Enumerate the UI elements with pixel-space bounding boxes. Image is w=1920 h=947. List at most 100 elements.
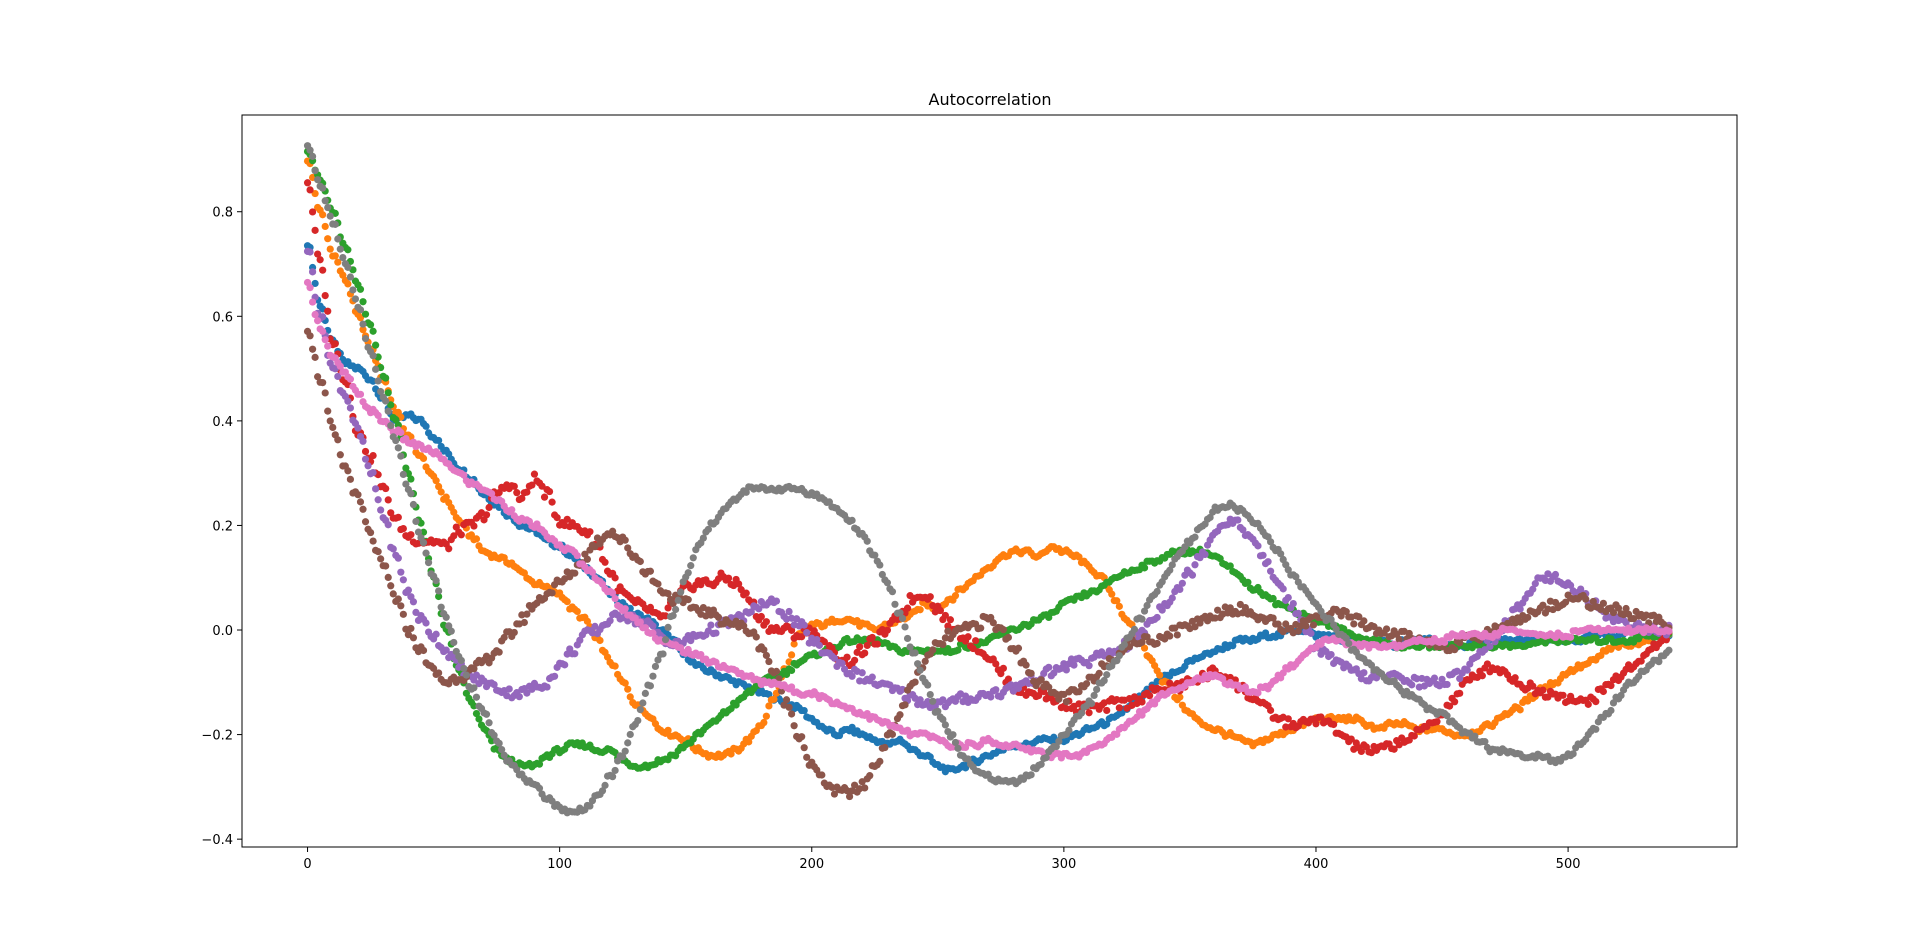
- data-point: [314, 373, 322, 381]
- data-point: [482, 511, 491, 519]
- data-point: [510, 482, 518, 490]
- data-point: [765, 702, 773, 710]
- data-point: [308, 268, 317, 276]
- data-point: [1529, 682, 1537, 690]
- data-point: [921, 657, 929, 665]
- data-point: [1168, 594, 1176, 602]
- data-point: [359, 320, 367, 328]
- data-point: [422, 619, 430, 627]
- data-point: [1529, 585, 1537, 593]
- data-point: [382, 484, 390, 493]
- data-point: [1440, 638, 1449, 646]
- data-point: [1451, 698, 1459, 706]
- data-point: [1443, 712, 1451, 720]
- data-point: [361, 310, 370, 318]
- data-point: [949, 731, 957, 739]
- data-point: [344, 397, 352, 405]
- data-point: [319, 266, 327, 274]
- data-point: [346, 273, 355, 281]
- data-point: [901, 623, 909, 631]
- data-point: [319, 313, 327, 321]
- data-point: [601, 781, 609, 789]
- data-point: [490, 680, 498, 689]
- data-point: [372, 365, 380, 373]
- data-point: [334, 436, 342, 444]
- data-point: [1239, 526, 1247, 534]
- data-point: [404, 586, 412, 594]
- data-point: [858, 669, 866, 677]
- data-point: [1655, 658, 1663, 666]
- y-tick-label: 0.8: [212, 206, 233, 221]
- data-point: [944, 622, 952, 630]
- series-6: [303, 327, 1673, 801]
- data-point: [911, 678, 919, 686]
- data-point: [303, 179, 312, 187]
- data-point: [621, 536, 629, 544]
- data-point: [848, 672, 856, 680]
- data-point: [1355, 613, 1363, 621]
- data-point: [472, 693, 481, 701]
- data-point: [306, 284, 314, 292]
- data-point: [1282, 723, 1290, 731]
- data-point: [1408, 681, 1416, 689]
- data-point: [384, 496, 392, 504]
- y-tick-label: −0.2: [201, 729, 233, 744]
- data-point: [387, 582, 395, 590]
- data-point: [518, 494, 526, 502]
- data-point: [888, 588, 897, 596]
- data-point: [1279, 585, 1287, 593]
- data-point: [369, 537, 377, 545]
- data-point: [394, 444, 402, 452]
- data-point: [1254, 542, 1262, 550]
- data-point: [606, 617, 614, 625]
- data-point: [548, 797, 556, 805]
- data-point: [1103, 671, 1111, 679]
- data-point: [530, 470, 539, 478]
- data-point: [782, 696, 791, 704]
- data-point: [361, 334, 370, 343]
- data-point: [1317, 713, 1325, 721]
- data-point: [649, 622, 657, 630]
- data-point: [324, 407, 332, 415]
- data-point: [1166, 566, 1174, 574]
- data-point: [402, 464, 410, 472]
- series-7: [303, 278, 1673, 762]
- data-point: [384, 389, 392, 397]
- data-point: [402, 480, 410, 488]
- data-point: [813, 636, 821, 644]
- data-point: [1191, 623, 1199, 631]
- data-point: [624, 739, 632, 747]
- data-point: [374, 377, 382, 385]
- data-point: [1463, 666, 1471, 674]
- data-point: [321, 222, 329, 231]
- data-point: [437, 603, 445, 611]
- data-point: [1511, 674, 1519, 682]
- data-point: [762, 712, 770, 720]
- data-point: [888, 730, 897, 738]
- data-point: [442, 613, 450, 621]
- data-point: [316, 256, 324, 264]
- data-point: [639, 699, 647, 707]
- data-point: [674, 596, 682, 604]
- data-point: [384, 573, 392, 582]
- data-point: [1226, 604, 1234, 612]
- data-point: [369, 352, 377, 360]
- data-point: [851, 781, 859, 789]
- data-point: [876, 561, 884, 569]
- data-point: [308, 345, 317, 353]
- data-point: [472, 535, 481, 543]
- data-point: [669, 612, 677, 620]
- data-point: [331, 340, 339, 348]
- data-point: [936, 606, 944, 615]
- data-point: [548, 589, 556, 597]
- data-point: [785, 607, 793, 616]
- data-point: [399, 610, 407, 618]
- x-tick-label: 200: [799, 857, 824, 872]
- data-point: [500, 633, 508, 642]
- data-point: [1551, 570, 1560, 579]
- data-point: [424, 559, 433, 567]
- data-point: [803, 753, 811, 761]
- data-point: [1539, 601, 1547, 609]
- data-point: [601, 558, 609, 566]
- data-point: [1337, 612, 1345, 620]
